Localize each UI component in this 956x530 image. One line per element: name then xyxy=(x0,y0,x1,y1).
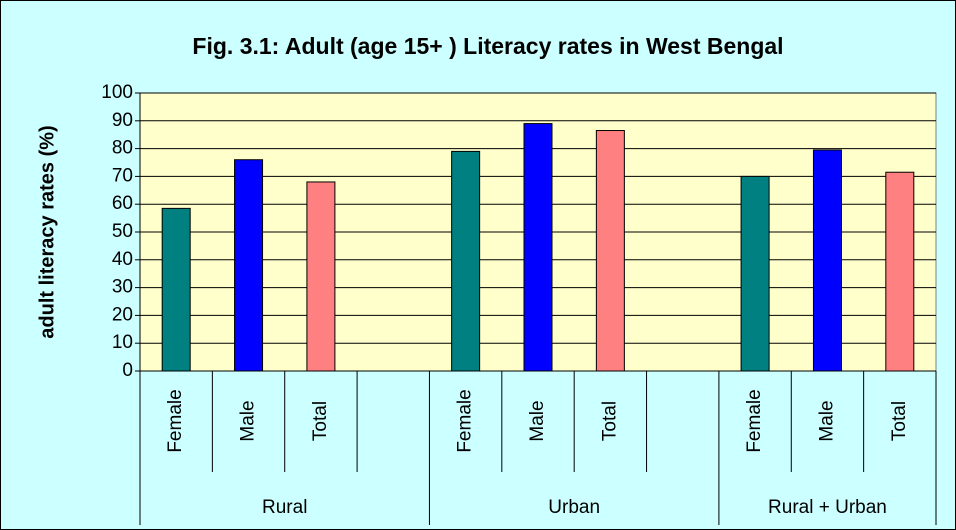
y-tick-label: 90 xyxy=(112,110,133,131)
group-label: Rural xyxy=(262,497,307,518)
y-tick-label: 40 xyxy=(112,249,133,270)
y-tick-label: 70 xyxy=(112,165,133,186)
bar xyxy=(812,149,842,372)
bar xyxy=(523,123,553,372)
x-tick-label: Male xyxy=(527,400,548,441)
y-tick-label: 30 xyxy=(112,277,133,298)
chart-title: Fig. 3.1: Adult (age 15+ ) Literacy rate… xyxy=(192,33,783,59)
group-label: Urban xyxy=(548,497,600,518)
x-tick-label: Female xyxy=(744,389,765,452)
x-tick-label: Total xyxy=(599,401,620,441)
y-tick-label: 10 xyxy=(112,332,133,353)
x-tick-label: Female xyxy=(455,389,476,452)
bar xyxy=(234,159,264,372)
bar xyxy=(451,150,481,372)
x-tick-label: Total xyxy=(889,401,910,441)
x-tick-label: Female xyxy=(165,389,186,452)
y-tick-label: 80 xyxy=(112,138,133,159)
bar xyxy=(595,130,625,372)
y-tick-label: 20 xyxy=(112,304,133,325)
bar xyxy=(306,181,336,372)
x-tick-label: Male xyxy=(816,400,837,441)
y-tick-label: 50 xyxy=(112,221,133,242)
x-tick-label: Male xyxy=(238,400,259,441)
y-axis-label: adult literacy rates (%) xyxy=(36,125,58,338)
bar xyxy=(885,171,915,372)
x-tick-label: Total xyxy=(310,401,331,441)
y-tick-label: 100 xyxy=(101,82,133,103)
bar xyxy=(740,175,770,372)
group-label: Rural + Urban xyxy=(768,497,887,518)
y-tick-label: 0 xyxy=(122,360,133,381)
bar xyxy=(161,207,191,372)
y-tick-label: 60 xyxy=(112,193,133,214)
